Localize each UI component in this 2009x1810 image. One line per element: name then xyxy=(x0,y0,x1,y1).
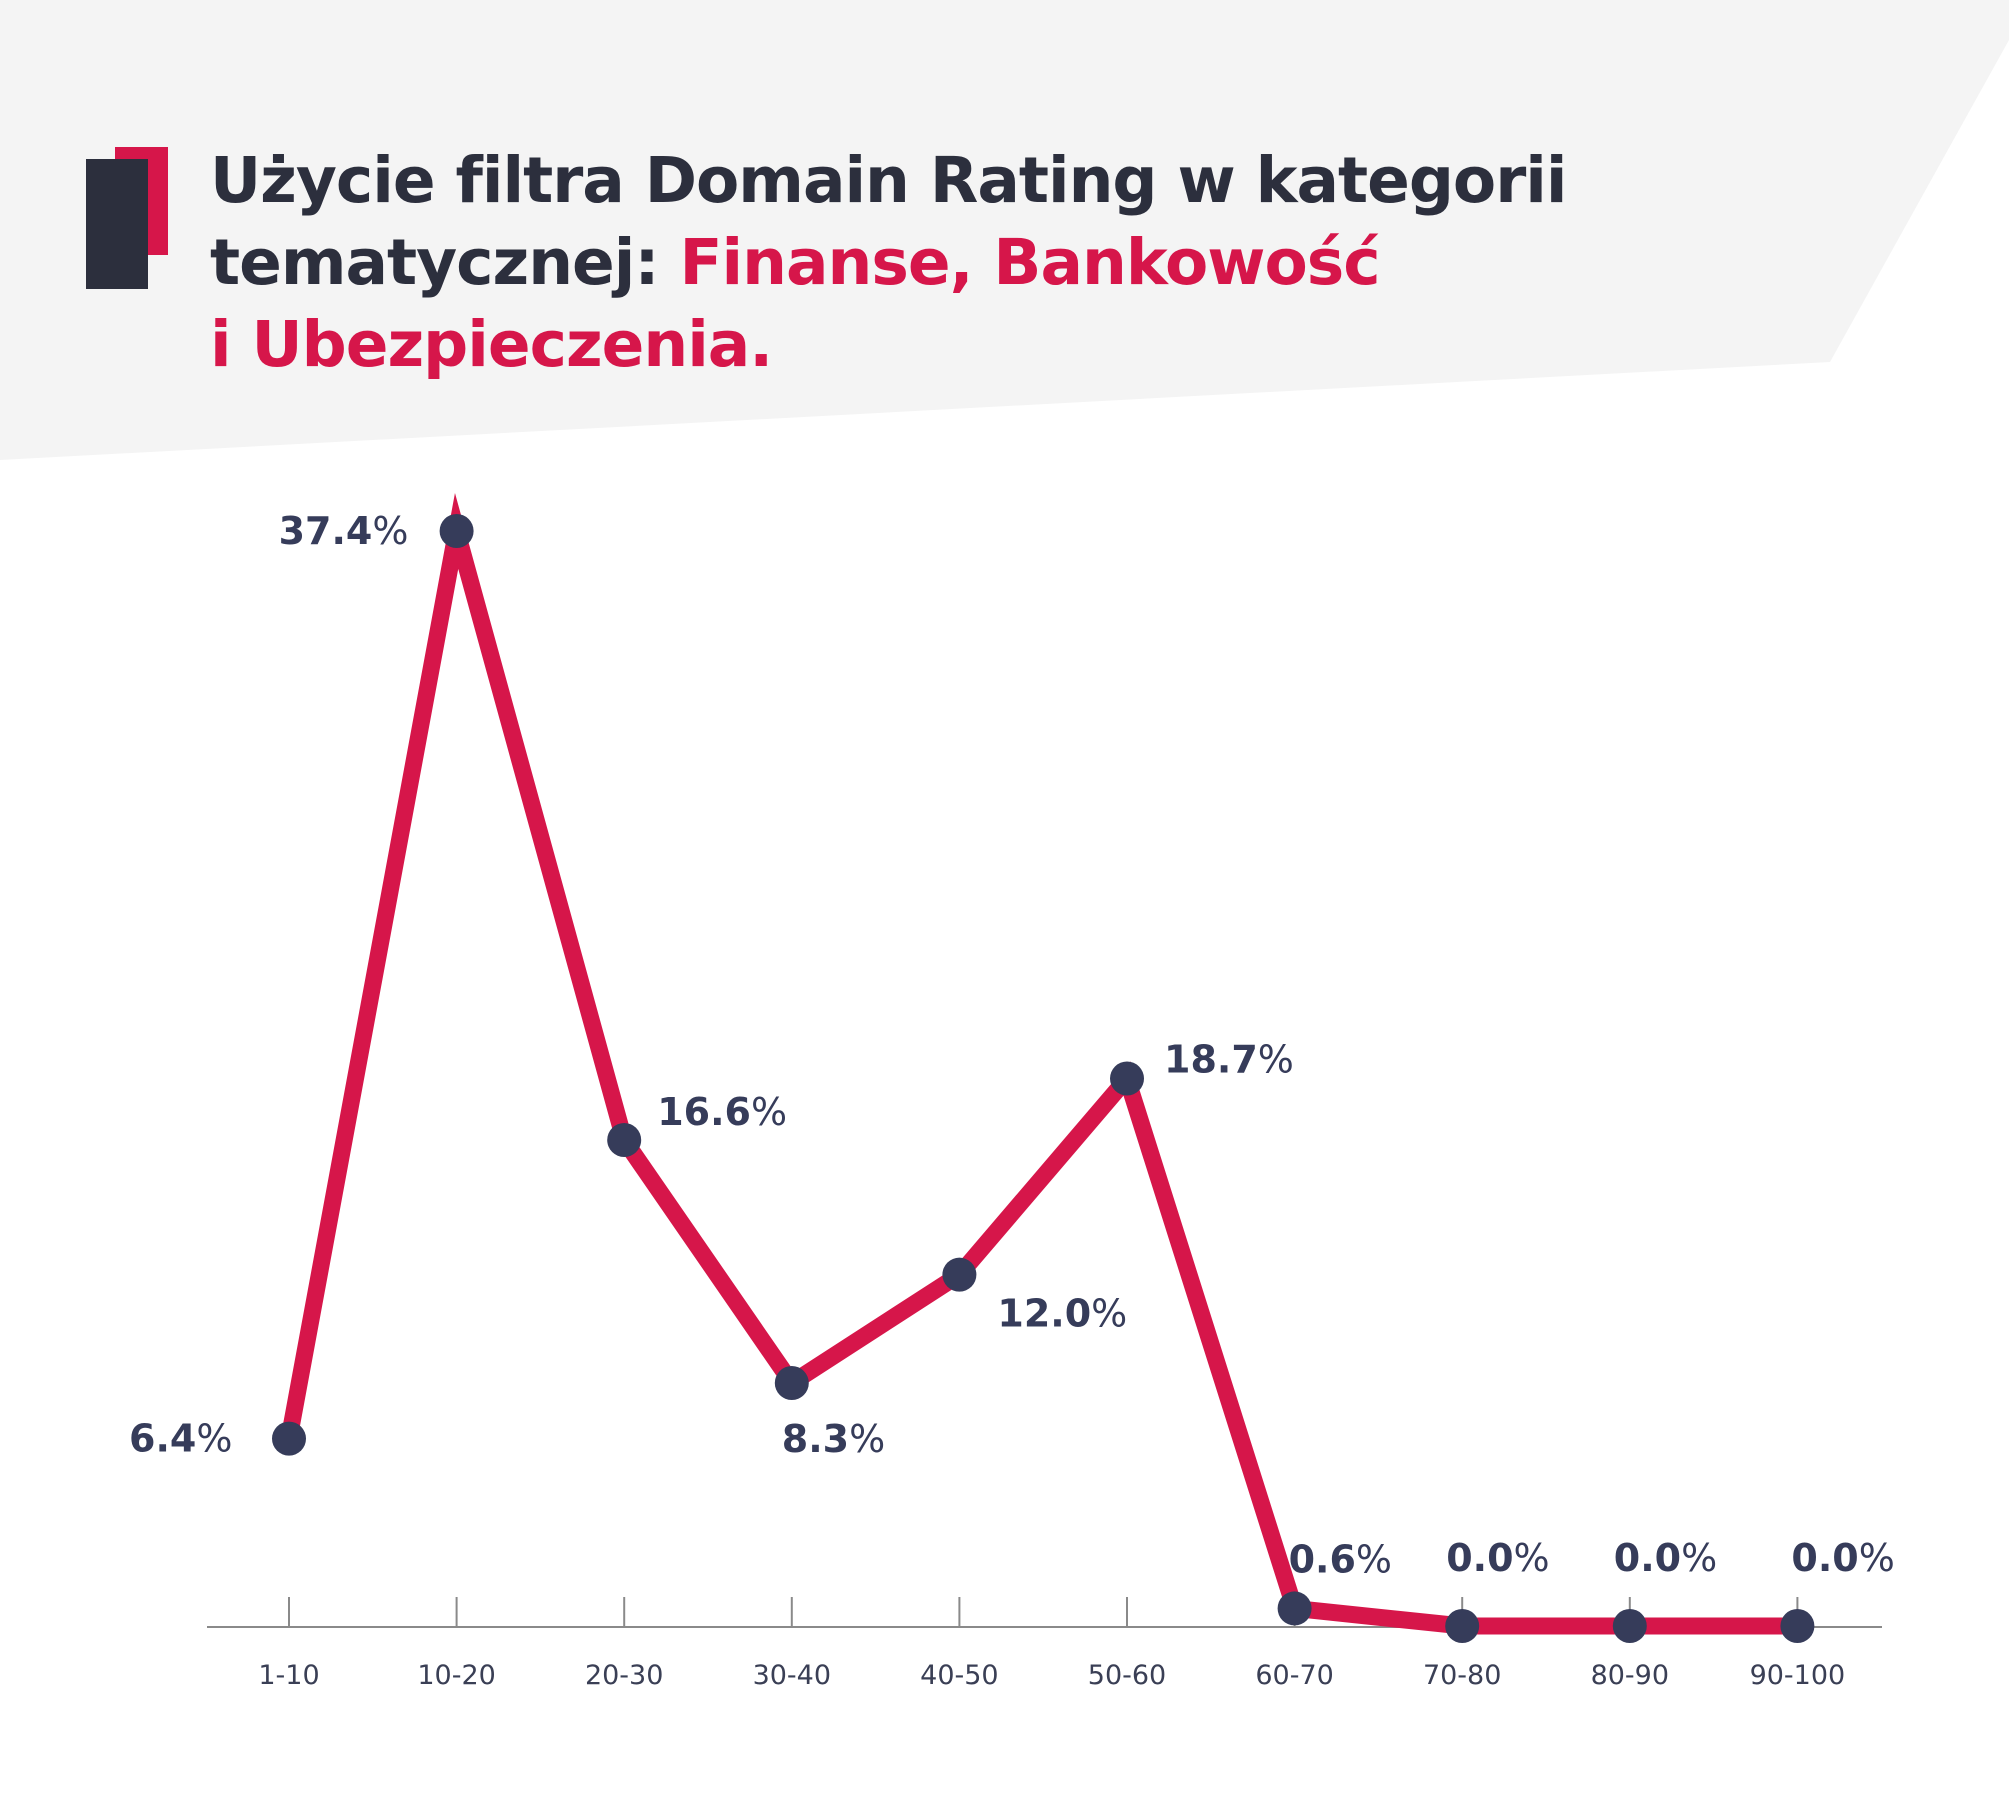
data-label: 0.0% xyxy=(1446,1536,1549,1580)
brand-logo-icon xyxy=(86,147,168,289)
x-tick-label: 60-70 xyxy=(1255,1660,1333,1691)
data-label: 16.6% xyxy=(657,1090,787,1134)
data-point xyxy=(774,1365,809,1400)
data-label: 37.4% xyxy=(279,509,409,553)
title-line-2: tematycznej: Finanse, Bankowość xyxy=(210,222,1710,304)
x-tick-label: 30-40 xyxy=(753,1660,831,1691)
series-line xyxy=(280,493,1798,1635)
data-point xyxy=(439,514,474,548)
data-point xyxy=(1612,1609,1647,1643)
x-tick-label: 20-30 xyxy=(585,1660,663,1691)
data-label: 6.4% xyxy=(129,1417,232,1461)
data-label: 18.7% xyxy=(1164,1038,1294,1082)
title-line-1: Użycie filtra Domain Rating w kategorii xyxy=(210,144,1567,217)
data-label: 12.0% xyxy=(997,1292,1127,1336)
title-line-2-accent: Finanse, Bankowość xyxy=(679,226,1381,299)
data-point xyxy=(607,1122,642,1157)
x-tick-label: 80-90 xyxy=(1591,1660,1669,1691)
chart-title: Użycie filtra Domain Rating w kategorii … xyxy=(210,140,1710,386)
data-label: 0.0% xyxy=(1791,1536,1894,1580)
data-point xyxy=(1780,1609,1815,1643)
x-tick-label: 10-20 xyxy=(417,1660,495,1691)
title-line-2-plain: tematycznej: xyxy=(210,226,680,299)
data-point xyxy=(1277,1591,1312,1626)
data-point xyxy=(1445,1609,1480,1643)
data-point xyxy=(272,1421,306,1456)
x-axis: 1-10 10-20 20-30 30-40 40-50 50-60 60-70 70-80 8… xyxy=(207,1597,1882,1691)
title-line-3: i Ubezpieczenia. xyxy=(210,308,773,381)
data-label: 0.0% xyxy=(1614,1536,1717,1580)
x-tick-label: 50-60 xyxy=(1088,1660,1166,1691)
x-tick-label: 40-50 xyxy=(920,1660,998,1691)
x-tick-label: 1-10 xyxy=(258,1660,319,1691)
data-point xyxy=(1110,1061,1144,1096)
x-tick-label: 70-80 xyxy=(1423,1660,1501,1691)
data-point xyxy=(942,1257,977,1292)
data-label: 0.6% xyxy=(1289,1537,1392,1581)
data-labels: 6.4% 37.4% 16.6% 8.3% 12.0% 18.7% 0.6% 0.0% 0.0%… xyxy=(129,509,1895,1581)
x-tick-label: 90-100 xyxy=(1750,1660,1846,1691)
series-markers xyxy=(272,514,1815,1643)
data-label: 8.3% xyxy=(782,1417,885,1461)
series-line-layer xyxy=(280,493,1798,1635)
